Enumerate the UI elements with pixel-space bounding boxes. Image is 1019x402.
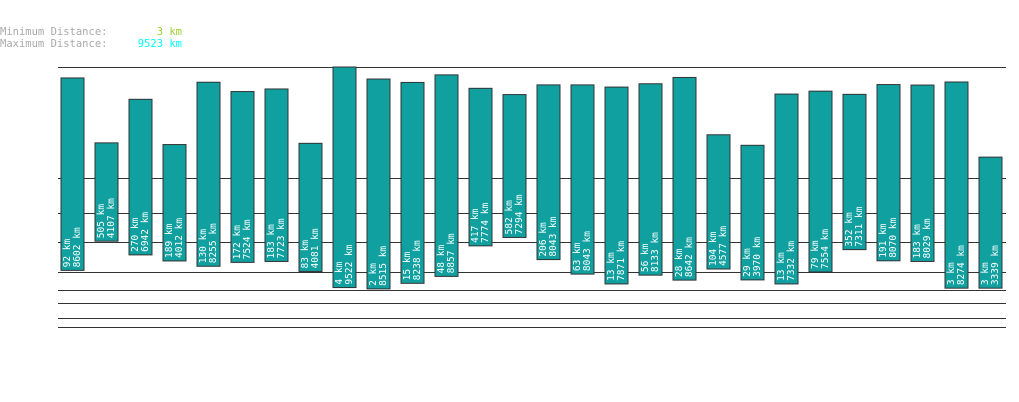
bar-min-label: 189 km: [164, 223, 175, 258]
bar-min-label: 505 km: [96, 204, 107, 239]
bar-min-label: 417 km: [470, 208, 481, 243]
distance-bar: [502, 94, 527, 238]
bar-min-label: 48 km: [436, 245, 447, 274]
bar-max-label: 7554 km: [820, 229, 831, 269]
distance-bar: [910, 84, 935, 262]
bar-max-label: 7774 km: [480, 203, 491, 243]
distance-bar: [230, 91, 255, 263]
distance-bar: [604, 86, 629, 285]
bar-min-label: 2 km: [368, 263, 379, 286]
bar-max-label: 7871 km: [616, 241, 627, 281]
distance-bar: [536, 84, 561, 261]
bar-min-label: 13 km: [606, 252, 617, 281]
bar-min-label: 3 km: [946, 262, 957, 285]
bar-max-label: 7723 km: [276, 218, 287, 258]
distance-bar: [740, 144, 765, 281]
bar-max-label: 9522 km: [344, 244, 355, 284]
distance-bar: [94, 142, 119, 242]
distance-bar: [60, 77, 85, 271]
distance-summary: Minimum Distance: 3 km Maximum Distance: 9…: [0, 26, 182, 50]
bar-min-label: 191 km: [878, 223, 889, 258]
min-distance-value: 3 km: [156, 26, 182, 38]
distance-bar: [400, 81, 425, 284]
distance-bar: [128, 98, 153, 256]
distance-bar: [366, 78, 391, 290]
bar-max-label: 8274 km: [956, 245, 967, 285]
bar-max-label: 8857 km: [446, 233, 457, 273]
bar-max-label: 8029 km: [922, 218, 933, 258]
distance-bar: [264, 88, 289, 262]
bar-min-label: 29 km: [742, 248, 753, 277]
bar-max-label: 8515 km: [378, 246, 389, 286]
bar-min-label: 79 km: [810, 240, 821, 269]
bar-max-label: 8133 km: [650, 232, 661, 272]
bar-max-label: 3970 km: [752, 237, 763, 277]
bar-min-label: 582 km: [504, 200, 515, 235]
distance-bar: [162, 144, 187, 262]
max-distance-label: Maximum Distance:: [0, 38, 108, 50]
min-distance-label: Minimum Distance:: [0, 26, 108, 38]
bar-min-label: 63 km: [572, 242, 583, 271]
bar-min-label: 130 km: [198, 229, 209, 264]
bar-min-label: 92 km: [62, 238, 73, 267]
bar-max-label: 8043 km: [548, 216, 559, 256]
distance-bar: [944, 81, 969, 289]
bar-max-label: 4081 km: [310, 228, 321, 268]
bar-max-label: 7332 km: [786, 241, 797, 281]
max-distance-row: Maximum Distance: 9523 km: [0, 38, 182, 50]
bar-min-label: 15 km: [402, 251, 413, 280]
bar-max-label: 6942 km: [140, 212, 151, 252]
bar-min-label: 352 km: [844, 212, 855, 247]
distance-bar: [774, 93, 799, 285]
bar-min-label: 270 km: [130, 217, 141, 252]
distance-bar: [706, 134, 731, 270]
distance-bar: [434, 74, 459, 277]
bar-max-label: 8602 km: [72, 227, 83, 267]
bar-max-label: 8238 km: [412, 240, 423, 280]
distance-bar: [808, 90, 833, 273]
bar-min-label: 206 km: [538, 222, 549, 257]
bar-min-label: 56 km: [640, 243, 651, 272]
bar-max-label: 7524 km: [242, 219, 253, 259]
distance-bar: [842, 93, 867, 251]
bar-max-label: 4107 km: [106, 198, 117, 238]
distance-bar: [876, 84, 901, 262]
bar-max-label: 8070 km: [888, 217, 899, 257]
bar-max-label: 4577 km: [718, 226, 729, 266]
bar-min-label: 183 km: [266, 224, 277, 259]
bar-min-label: 3 km: [980, 262, 991, 285]
distance-bar: [298, 142, 323, 272]
distance-bar: [638, 83, 663, 276]
bar-min-label: 4 km: [334, 261, 345, 284]
distance-bar: [196, 81, 221, 267]
distance-bar: [672, 76, 697, 281]
bar-max-label: 7311 km: [854, 206, 865, 246]
bar-min-label: 83 km: [300, 240, 311, 269]
distance-bar: [978, 156, 1003, 289]
bar-max-label: 4012 km: [174, 218, 185, 258]
distance-bar: [332, 66, 357, 289]
distance-bar: [468, 87, 493, 247]
bar-min-label: 104 km: [708, 231, 719, 266]
max-distance-value: 9523 km: [137, 38, 182, 50]
bar-min-label: 28 km: [674, 248, 685, 277]
min-distance-row: Minimum Distance: 3 km: [0, 26, 182, 38]
bar-min-label: 183 km: [912, 224, 923, 259]
bar-min-label: 13 km: [776, 252, 787, 281]
bar-max-label: 8255 km: [208, 223, 219, 263]
distance-bar: [570, 84, 595, 275]
bar-max-label: 8043 km: [582, 231, 593, 271]
bar-max-label: 7294 km: [514, 194, 525, 234]
bar-max-label: 3339 km: [990, 245, 1001, 285]
bar-min-label: 172 km: [232, 225, 243, 260]
bar-max-label: 8642 km: [684, 237, 695, 277]
